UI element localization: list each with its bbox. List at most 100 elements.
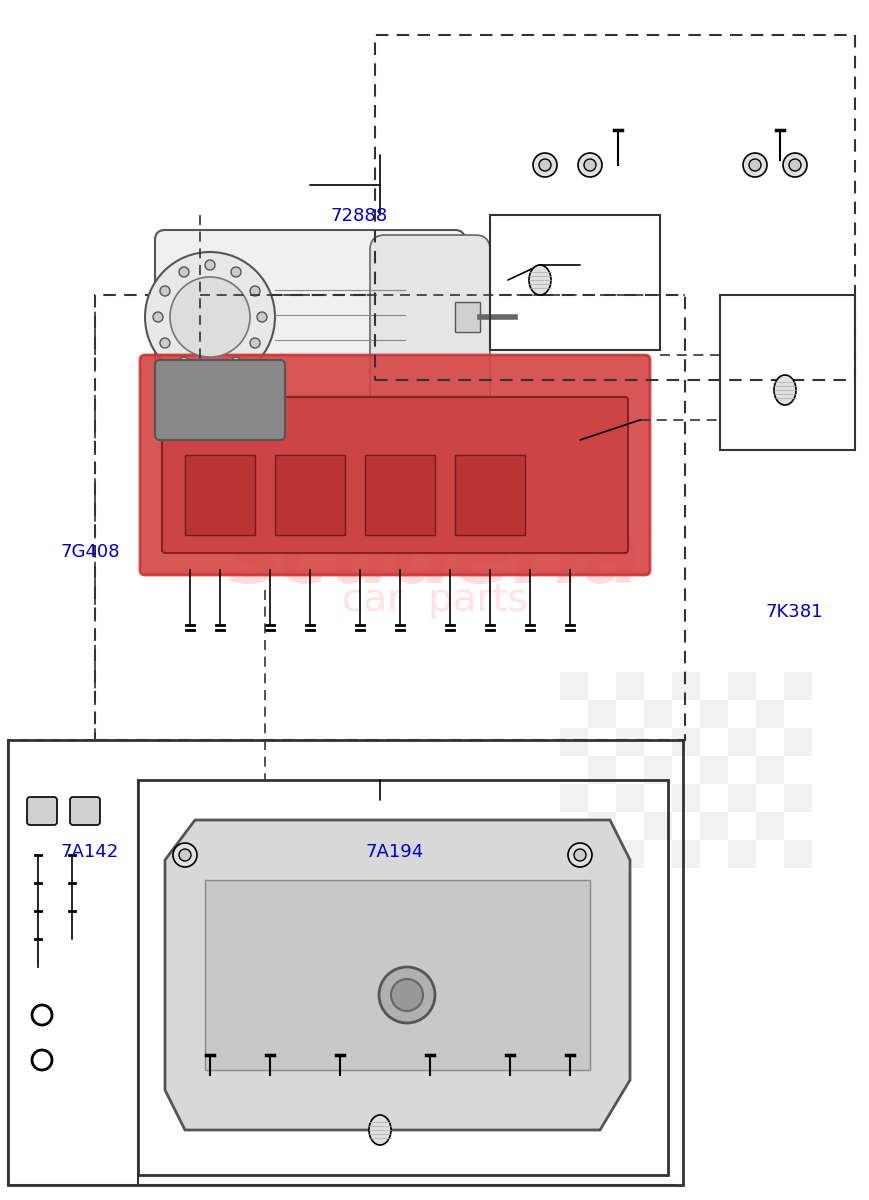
Circle shape bbox=[145, 252, 275, 382]
Circle shape bbox=[169, 277, 249, 358]
Text: 72888: 72888 bbox=[330, 206, 388, 226]
Bar bbox=[587, 784, 615, 812]
Circle shape bbox=[179, 358, 189, 367]
Bar bbox=[138, 780, 667, 1175]
Circle shape bbox=[173, 842, 196, 866]
Bar bbox=[643, 728, 671, 756]
Circle shape bbox=[231, 358, 241, 367]
Bar bbox=[587, 812, 615, 840]
Bar bbox=[671, 700, 700, 728]
Bar bbox=[454, 302, 480, 332]
FancyBboxPatch shape bbox=[155, 230, 464, 415]
Bar bbox=[700, 784, 727, 812]
Bar bbox=[755, 840, 783, 868]
Ellipse shape bbox=[773, 374, 795, 404]
Polygon shape bbox=[165, 820, 629, 1130]
Bar bbox=[587, 672, 615, 700]
Text: 7A194: 7A194 bbox=[365, 842, 423, 862]
Bar bbox=[755, 728, 783, 756]
Bar bbox=[727, 812, 755, 840]
Bar bbox=[615, 840, 643, 868]
FancyBboxPatch shape bbox=[155, 360, 285, 440]
Bar bbox=[615, 812, 643, 840]
Bar bbox=[643, 672, 671, 700]
Bar bbox=[615, 784, 643, 812]
Bar bbox=[727, 840, 755, 868]
Bar bbox=[700, 672, 727, 700]
Bar bbox=[560, 728, 587, 756]
Bar bbox=[560, 840, 587, 868]
Bar bbox=[365, 455, 434, 535]
Bar bbox=[454, 455, 524, 535]
Bar bbox=[671, 840, 700, 868]
Bar bbox=[671, 728, 700, 756]
Bar bbox=[671, 756, 700, 784]
FancyBboxPatch shape bbox=[369, 235, 489, 410]
Circle shape bbox=[249, 286, 260, 296]
Bar bbox=[643, 840, 671, 868]
Bar bbox=[275, 455, 345, 535]
Bar bbox=[783, 840, 811, 868]
Bar bbox=[185, 455, 255, 535]
Bar bbox=[489, 215, 660, 350]
Text: 7A142: 7A142 bbox=[61, 842, 119, 862]
Bar bbox=[95, 295, 684, 740]
Bar bbox=[560, 784, 587, 812]
Text: car  parts: car parts bbox=[342, 581, 527, 619]
Bar bbox=[783, 812, 811, 840]
Bar bbox=[671, 812, 700, 840]
Circle shape bbox=[179, 266, 189, 277]
Bar bbox=[727, 672, 755, 700]
Bar bbox=[700, 700, 727, 728]
Bar bbox=[783, 784, 811, 812]
Bar bbox=[720, 295, 854, 450]
Bar bbox=[671, 784, 700, 812]
Circle shape bbox=[256, 312, 267, 322]
Circle shape bbox=[574, 850, 586, 862]
Bar bbox=[671, 672, 700, 700]
Bar bbox=[615, 672, 643, 700]
Bar bbox=[755, 756, 783, 784]
FancyBboxPatch shape bbox=[27, 797, 57, 826]
Text: 7G408: 7G408 bbox=[61, 542, 120, 560]
Bar bbox=[643, 700, 671, 728]
Bar bbox=[560, 812, 587, 840]
Circle shape bbox=[160, 286, 169, 296]
Bar bbox=[700, 840, 727, 868]
Bar bbox=[560, 672, 587, 700]
Bar bbox=[587, 756, 615, 784]
Circle shape bbox=[567, 842, 591, 866]
Bar bbox=[755, 672, 783, 700]
Bar bbox=[587, 700, 615, 728]
Ellipse shape bbox=[368, 1115, 390, 1145]
Text: 7K381: 7K381 bbox=[765, 602, 822, 622]
Bar bbox=[700, 756, 727, 784]
Bar bbox=[727, 700, 755, 728]
Bar bbox=[8, 740, 682, 1186]
Bar bbox=[783, 700, 811, 728]
Circle shape bbox=[205, 364, 215, 374]
Bar bbox=[643, 756, 671, 784]
Circle shape bbox=[231, 266, 241, 277]
Bar bbox=[587, 728, 615, 756]
Circle shape bbox=[249, 338, 260, 348]
Bar bbox=[755, 784, 783, 812]
Circle shape bbox=[153, 312, 163, 322]
Bar bbox=[783, 672, 811, 700]
Bar bbox=[727, 784, 755, 812]
Bar bbox=[615, 728, 643, 756]
Circle shape bbox=[539, 158, 550, 170]
Bar bbox=[560, 756, 587, 784]
Bar bbox=[560, 700, 587, 728]
Circle shape bbox=[379, 967, 434, 1022]
Circle shape bbox=[160, 338, 169, 348]
Ellipse shape bbox=[528, 265, 550, 295]
FancyBboxPatch shape bbox=[70, 797, 100, 826]
Circle shape bbox=[583, 158, 595, 170]
Bar bbox=[615, 700, 643, 728]
Bar bbox=[587, 840, 615, 868]
Bar bbox=[755, 812, 783, 840]
FancyBboxPatch shape bbox=[140, 355, 649, 575]
Circle shape bbox=[782, 152, 806, 176]
Bar bbox=[643, 812, 671, 840]
